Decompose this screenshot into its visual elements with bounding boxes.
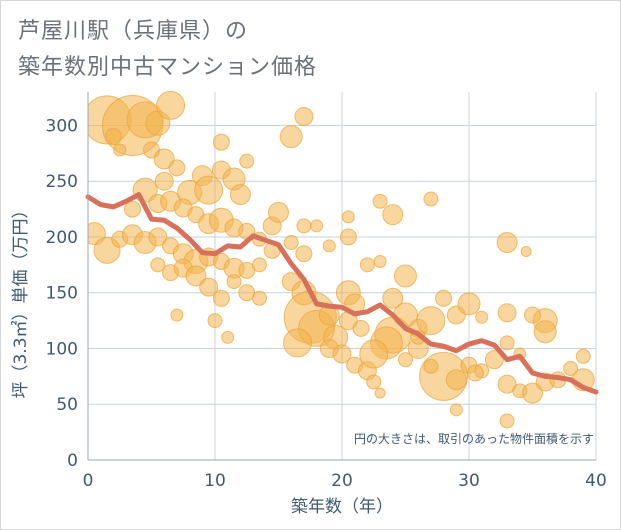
- bubble-point: [416, 306, 446, 336]
- x-axis-label: 築年数（年）: [291, 497, 393, 517]
- y-tick-label: 300: [46, 116, 78, 136]
- bubble-point: [199, 277, 219, 297]
- bubble-point: [575, 348, 591, 364]
- bubble-point: [296, 218, 312, 234]
- bubble-point: [522, 382, 543, 404]
- bubble-point: [435, 289, 453, 307]
- y-tick-label: 50: [56, 395, 78, 415]
- bubble-point: [226, 274, 242, 290]
- bubble-point: [520, 245, 532, 257]
- bubble-point: [366, 374, 382, 390]
- chart-title-line1: 芦屋川駅（兵庫県）の: [18, 19, 249, 44]
- bubble-point: [374, 387, 386, 399]
- bubble-point: [295, 245, 313, 263]
- bubble-point: [212, 133, 230, 151]
- bubble-point: [251, 290, 267, 306]
- bubble-point: [372, 193, 388, 209]
- bubble-point: [207, 313, 223, 329]
- bubble-point: [475, 310, 489, 324]
- bubble-point: [398, 352, 413, 368]
- bubble-point: [339, 228, 357, 246]
- bubble-point: [156, 90, 186, 120]
- bubble-point: [423, 358, 439, 374]
- bubble-point: [123, 200, 141, 218]
- bubble-point: [359, 339, 389, 369]
- bubble-point: [185, 265, 207, 287]
- bubble-point: [283, 328, 313, 358]
- bubble-point: [484, 350, 504, 370]
- bubble-point: [168, 159, 186, 177]
- bubble-point: [212, 289, 230, 307]
- y-tick-label: 150: [46, 284, 78, 304]
- bubble-point: [423, 191, 439, 207]
- y-tick-label: 250: [46, 172, 78, 192]
- bubble-point: [229, 184, 251, 206]
- bubble-point: [382, 204, 404, 226]
- bubble-point: [104, 128, 122, 146]
- bubble-point: [497, 303, 517, 323]
- bubble-point: [148, 227, 168, 247]
- bubble-point: [153, 148, 175, 170]
- bubble-point: [113, 143, 127, 157]
- bubble-point: [382, 287, 404, 309]
- bubble-point: [239, 153, 255, 169]
- bubble-point: [283, 235, 299, 251]
- bubble-point: [499, 335, 515, 351]
- bubble-point: [497, 374, 517, 394]
- trend-line-group: [85, 192, 599, 395]
- x-tick-label: 30: [458, 471, 480, 491]
- chart-title: 芦屋川駅（兵庫県）の 築年数別中古マンション価格: [18, 14, 317, 86]
- bubble-series: [88, 90, 595, 429]
- bubble-point: [154, 171, 174, 191]
- y-tick-label: 100: [46, 339, 78, 359]
- bubble-point: [332, 344, 352, 364]
- bubble-point: [496, 232, 518, 254]
- size-legend-note: 円の大きさは、取引のあった物件面積を示す: [354, 431, 594, 446]
- y-tick-label: 0: [67, 451, 78, 471]
- bubble-point: [524, 306, 541, 324]
- bubble-point: [170, 308, 184, 322]
- bubble-point: [394, 264, 417, 288]
- bubble-point: [310, 219, 324, 233]
- bubble-point: [221, 330, 235, 344]
- bubble-point: [533, 320, 557, 344]
- bubble-point: [279, 125, 303, 149]
- x-tick-label: 40: [585, 471, 607, 491]
- axes: 0 50 100 150 200 250 300 0 10 20 30 40: [46, 92, 607, 491]
- y-axis-label: 坪（3.3㎡）単価（万円）: [11, 201, 31, 398]
- bubble-point: [268, 201, 289, 223]
- x-tick-label: 0: [83, 471, 94, 491]
- x-tick-label: 20: [331, 471, 353, 491]
- bubble-point: [445, 369, 467, 391]
- bubble-point: [457, 292, 481, 316]
- bubble-point: [150, 257, 166, 273]
- bubble-point: [194, 175, 224, 205]
- bubble-point: [466, 364, 484, 382]
- bubble-point: [373, 255, 387, 269]
- bubble-point: [563, 361, 579, 377]
- bubble-point: [322, 239, 336, 253]
- y-tick-label: 200: [46, 228, 78, 248]
- bubble-point: [449, 403, 463, 417]
- bubble-point: [251, 257, 267, 273]
- bubble-point: [352, 319, 370, 337]
- bubble-point: [294, 107, 314, 127]
- chart-title-line2: 築年数別中古マンション価格: [18, 55, 318, 80]
- bubble-point: [341, 210, 355, 224]
- bubble-point: [499, 413, 515, 429]
- trend-line: [85, 192, 599, 395]
- x-tick-label: 10: [204, 471, 226, 491]
- bubble-point: [359, 257, 375, 273]
